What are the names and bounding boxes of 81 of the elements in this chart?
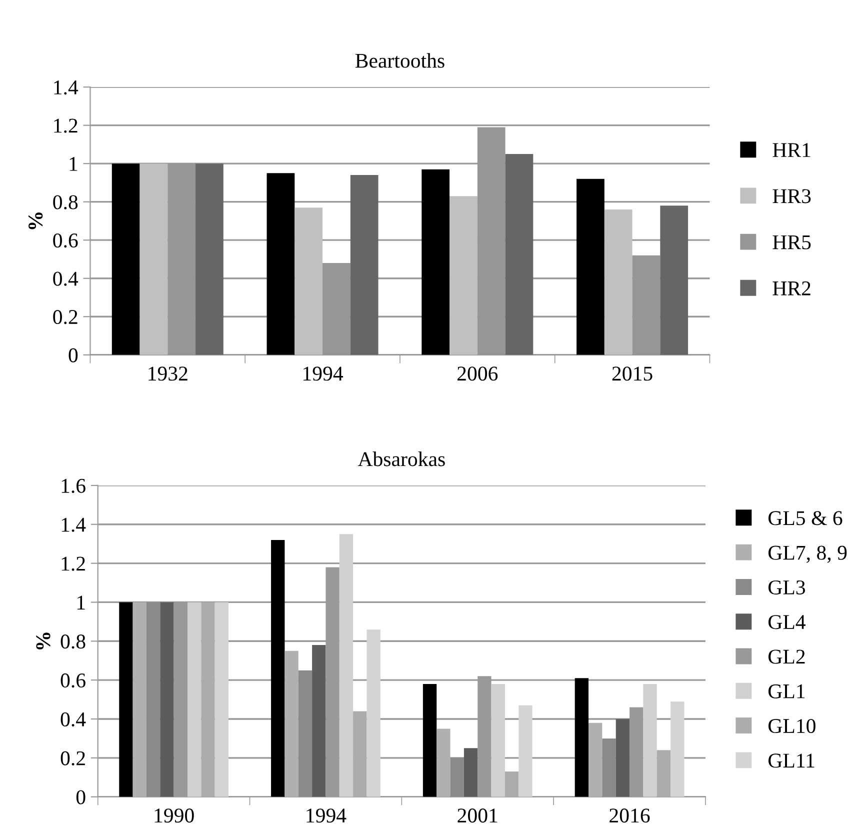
bar <box>312 645 326 797</box>
x-tick-label: 2015 <box>612 366 652 381</box>
bar <box>339 534 354 797</box>
bar <box>616 718 630 797</box>
bar <box>505 154 534 355</box>
legend-label: GL1 <box>768 684 805 698</box>
bar <box>196 164 224 355</box>
bar <box>132 602 146 797</box>
legend-label: GL5 & 6 <box>768 511 842 526</box>
y-tick-label: 0.8 <box>53 195 78 210</box>
bar <box>656 750 671 797</box>
bar <box>366 629 380 797</box>
y-tick-label: 0.2 <box>53 310 78 324</box>
legend-label: GL10 <box>768 718 816 734</box>
bar <box>518 705 532 797</box>
y-tick-label: 1 <box>70 157 78 171</box>
bar <box>643 684 657 797</box>
y-tick-label: 1.2 <box>62 556 85 571</box>
x-tick-label: 2006 <box>457 366 498 381</box>
bar <box>670 701 684 797</box>
bar <box>146 602 160 797</box>
bar <box>160 602 174 797</box>
legend-label: GL3 <box>768 580 806 594</box>
y-tick-label: 0.4 <box>60 712 86 727</box>
y-axis-title: % <box>36 632 50 650</box>
legend-label: GL4 <box>768 615 806 630</box>
y-tick-label: 1 <box>77 596 85 610</box>
bar <box>450 196 478 355</box>
bar <box>491 684 505 797</box>
y-tick-label: 1.4 <box>62 518 86 532</box>
bar <box>201 602 215 797</box>
x-tick-label: 1994 <box>306 808 346 823</box>
bar <box>602 738 616 797</box>
x-tick-label: 2016 <box>610 808 650 823</box>
y-tick-label: 0.4 <box>53 272 78 286</box>
y-tick-label: 1.2 <box>54 118 78 133</box>
x-tick-label: 1994 <box>304 366 344 381</box>
y-tick-label: 0 <box>76 790 86 804</box>
legend-label: HR5 <box>772 235 811 250</box>
bar <box>298 670 312 797</box>
x-tick-label: 1932 <box>148 366 188 381</box>
bar <box>464 748 478 797</box>
bar <box>660 206 688 355</box>
y-tick-label: 1.6 <box>62 478 86 493</box>
legend-label: GL11 <box>768 754 814 768</box>
bar <box>574 678 589 797</box>
bar <box>353 711 367 797</box>
bar <box>576 178 604 355</box>
bar <box>214 602 228 797</box>
chart-title: Beartooths <box>355 53 444 68</box>
bar <box>422 169 450 355</box>
legend-label: HR1 <box>772 143 810 157</box>
legend-label: GL2 <box>768 650 805 664</box>
y-tick-label: 0 <box>68 348 78 362</box>
y-tick-label: 0.2 <box>60 751 85 766</box>
bar <box>187 602 202 797</box>
bar <box>588 722 602 797</box>
y-axis-title: % <box>28 212 43 230</box>
x-tick-label: 2001 <box>458 808 498 823</box>
bar <box>112 164 140 355</box>
bar <box>604 209 632 355</box>
bar <box>422 684 437 797</box>
y-tick-label: 1.4 <box>54 80 78 95</box>
y-tick-label: 0.6 <box>60 673 86 688</box>
bar <box>266 173 295 355</box>
x-tick-label: 1990 <box>154 808 194 823</box>
legend-label: HR3 <box>772 189 811 204</box>
bar <box>350 175 378 355</box>
y-tick-label: 0.6 <box>53 233 78 248</box>
bar <box>436 728 450 797</box>
bar <box>450 758 464 797</box>
bar <box>504 772 519 797</box>
bar <box>119 602 133 797</box>
legend-label: HR2 <box>772 281 810 296</box>
bar <box>294 208 323 355</box>
bar <box>271 540 285 797</box>
chart-title: Absarokas <box>358 452 445 466</box>
bar <box>140 164 168 355</box>
legend-label: GL7, 8, 9 <box>768 546 847 563</box>
y-tick-label: 0.8 <box>60 634 86 649</box>
bar <box>284 650 298 797</box>
